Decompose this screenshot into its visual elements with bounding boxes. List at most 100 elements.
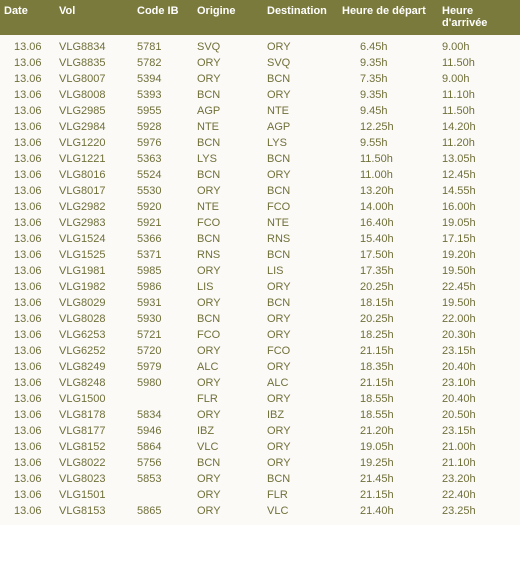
table-row: 13.06VLG12215363LYSBCN11.50h13.05h (0, 151, 520, 167)
cell-arrival: 23.15h (438, 423, 520, 439)
cell-arrival: 21.00h (438, 439, 520, 455)
cell-destination: FCO (263, 343, 338, 359)
table-header: Date Vol Code IB Origine Destination Heu… (0, 0, 520, 35)
cell-vol: VLG1501 (55, 487, 133, 503)
cell-departure: 18.25h (338, 327, 438, 343)
cell-vol: VLG8152 (55, 439, 133, 455)
cell-origine: NTE (193, 119, 263, 135)
cell-date: 13.06 (0, 199, 55, 215)
cell-vol: VLG2982 (55, 199, 133, 215)
table-row: 13.06VLG62535721FCOORY18.25h20.30h (0, 327, 520, 343)
cell-arrival: 12.45h (438, 167, 520, 183)
cell-vol: VLG8834 (55, 35, 133, 55)
cell-departure: 9.35h (338, 55, 438, 71)
table-row: 13.06VLG80085393BCNORY9.35h11.10h (0, 87, 520, 103)
table-row: 13.06VLG80235853ORYBCN21.45h23.20h (0, 471, 520, 487)
cell-code: 5921 (133, 215, 193, 231)
table-row: 13.06VLG1501ORYFLR21.15h22.40h (0, 487, 520, 503)
table-row: 13.06VLG80225756BCNORY19.25h21.10h (0, 455, 520, 471)
table-row: 13.06VLG19815985ORYLIS17.35h19.50h (0, 263, 520, 279)
cell-code: 5985 (133, 263, 193, 279)
table-row: 13.06VLG62525720ORYFCO21.15h23.15h (0, 343, 520, 359)
cell-origine: BCN (193, 167, 263, 183)
cell-arrival: 9.00h (438, 35, 520, 55)
table-row: 13.06VLG81775946IBZORY21.20h23.15h (0, 423, 520, 439)
table-row: 13.06VLG88345781SVQORY6.45h9.00h (0, 35, 520, 55)
cell-departure: 15.40h (338, 231, 438, 247)
cell-arrival: 23.20h (438, 471, 520, 487)
cell-arrival: 20.50h (438, 407, 520, 423)
cell-code: 5393 (133, 87, 193, 103)
cell-destination: ALC (263, 375, 338, 391)
cell-departure: 18.55h (338, 391, 438, 407)
cell-departure: 21.15h (338, 375, 438, 391)
col-date: Date (0, 0, 55, 35)
cell-origine: ORY (193, 503, 263, 525)
table-row: 13.06VLG29835921FCONTE16.40h19.05h (0, 215, 520, 231)
cell-departure: 17.50h (338, 247, 438, 263)
cell-origine: ORY (193, 295, 263, 311)
cell-arrival: 19.05h (438, 215, 520, 231)
table-row: 13.06VLG80175530ORYBCN13.20h14.55h (0, 183, 520, 199)
cell-date: 13.06 (0, 423, 55, 439)
table-row: 13.06VLG19825986LISORY20.25h22.45h (0, 279, 520, 295)
cell-arrival: 14.20h (438, 119, 520, 135)
cell-destination: LYS (263, 135, 338, 151)
cell-destination: NTE (263, 215, 338, 231)
cell-date: 13.06 (0, 119, 55, 135)
flights-table: Date Vol Code IB Origine Destination Heu… (0, 0, 520, 525)
table-row: 13.06VLG29825920NTEFCO14.00h16.00h (0, 199, 520, 215)
cell-arrival: 20.30h (438, 327, 520, 343)
cell-destination: BCN (263, 183, 338, 199)
table-row: 13.06VLG80285930BCNORY20.25h22.00h (0, 311, 520, 327)
table-row: 13.06VLG81525864VLCORY19.05h21.00h (0, 439, 520, 455)
cell-code: 5946 (133, 423, 193, 439)
cell-destination: ORY (263, 455, 338, 471)
cell-code: 5931 (133, 295, 193, 311)
cell-code: 5864 (133, 439, 193, 455)
cell-vol: VLG8248 (55, 375, 133, 391)
cell-arrival: 13.05h (438, 151, 520, 167)
cell-code: 5955 (133, 103, 193, 119)
cell-code: 5363 (133, 151, 193, 167)
cell-vol: VLG1524 (55, 231, 133, 247)
cell-code: 5720 (133, 343, 193, 359)
cell-departure: 21.20h (338, 423, 438, 439)
table-row: 13.06VLG29855955AGPNTE9.45h11.50h (0, 103, 520, 119)
cell-code: 5756 (133, 455, 193, 471)
cell-departure: 7.35h (338, 71, 438, 87)
cell-date: 13.06 (0, 439, 55, 455)
table-row: 13.06VLG82495979ALCORY18.35h20.40h (0, 359, 520, 375)
cell-departure: 14.00h (338, 199, 438, 215)
cell-destination: ORY (263, 327, 338, 343)
cell-origine: BCN (193, 135, 263, 151)
cell-departure: 6.45h (338, 35, 438, 55)
cell-destination: BCN (263, 151, 338, 167)
cell-vol: VLG8029 (55, 295, 133, 311)
cell-departure: 11.00h (338, 167, 438, 183)
cell-vol: VLG8016 (55, 167, 133, 183)
cell-arrival: 21.10h (438, 455, 520, 471)
cell-arrival: 11.20h (438, 135, 520, 151)
col-arr: Heure d'arrivée (438, 0, 520, 35)
cell-origine: BCN (193, 455, 263, 471)
cell-arrival: 22.45h (438, 279, 520, 295)
cell-origine: NTE (193, 199, 263, 215)
cell-date: 13.06 (0, 263, 55, 279)
cell-origine: ORY (193, 487, 263, 503)
cell-vol: VLG8835 (55, 55, 133, 71)
table-row: 13.06VLG82485980ORYALC21.15h23.10h (0, 375, 520, 391)
cell-date: 13.06 (0, 87, 55, 103)
cell-destination: BCN (263, 295, 338, 311)
cell-arrival: 20.40h (438, 391, 520, 407)
col-code: Code IB (133, 0, 193, 35)
cell-vol: VLG8028 (55, 311, 133, 327)
cell-vol: VLG8008 (55, 87, 133, 103)
table-row: 13.06VLG81785834ORYIBZ18.55h20.50h (0, 407, 520, 423)
cell-vol: VLG2985 (55, 103, 133, 119)
cell-date: 13.06 (0, 391, 55, 407)
cell-code: 5980 (133, 375, 193, 391)
cell-departure: 21.15h (338, 487, 438, 503)
cell-arrival: 23.10h (438, 375, 520, 391)
cell-departure: 21.40h (338, 503, 438, 525)
